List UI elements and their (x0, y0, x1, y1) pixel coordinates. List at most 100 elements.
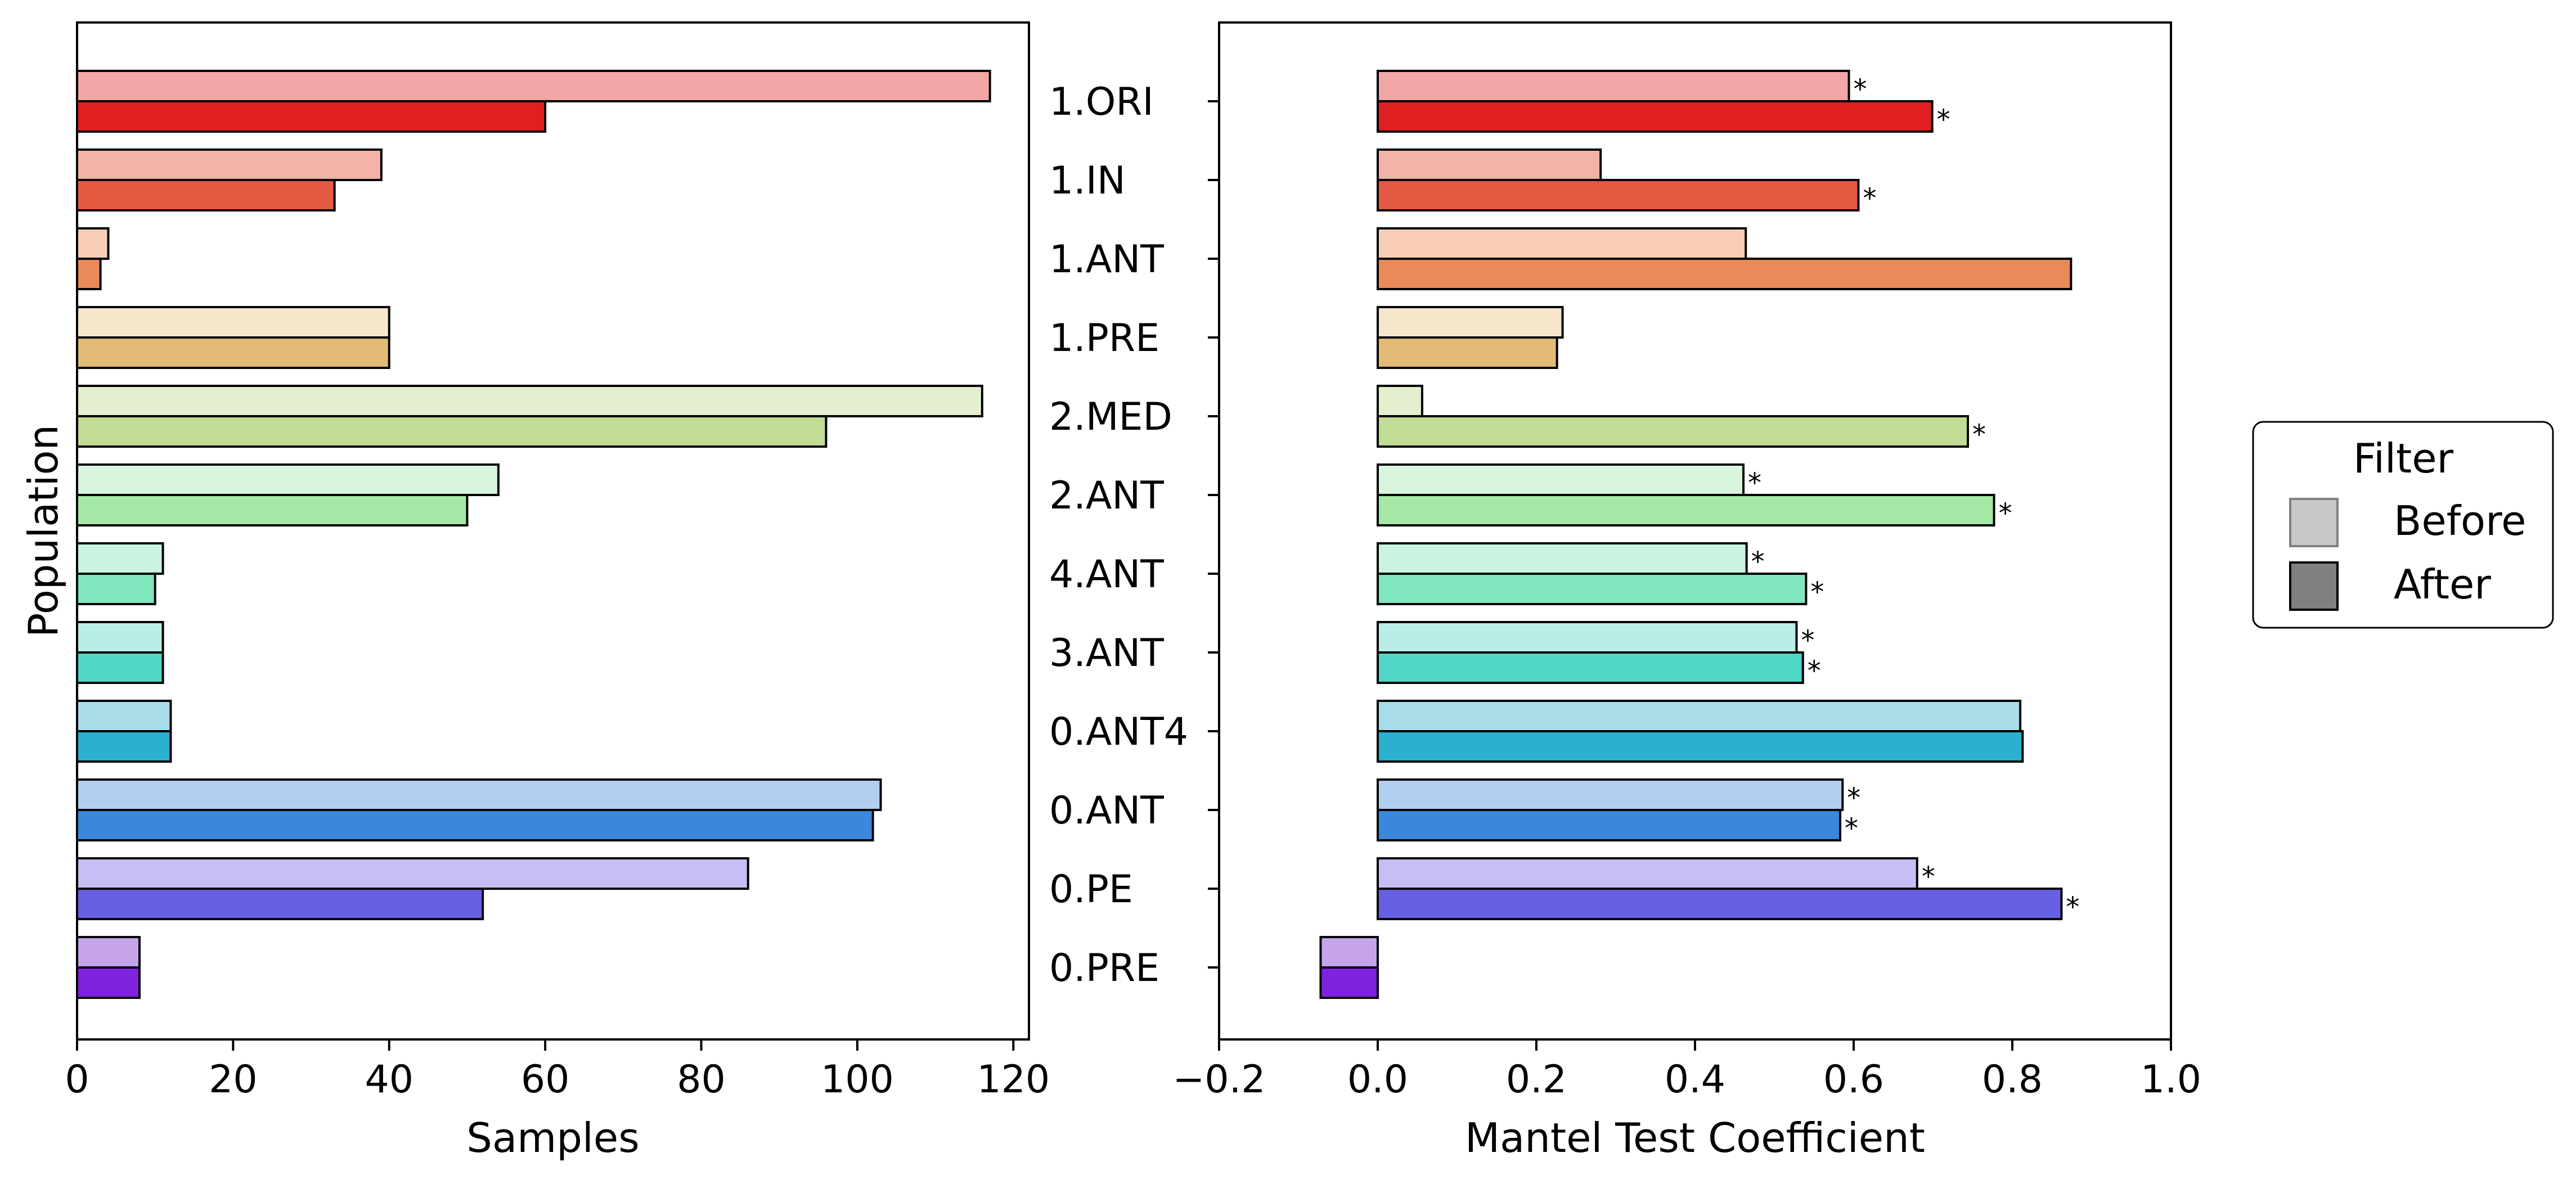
mantel-bar-after-1-ori (1377, 100, 1934, 133)
mantel-bar-before-1-ori (1377, 70, 1850, 102)
samples-bar-before-0-pe (76, 857, 749, 890)
samples-bar-after-0-pre (76, 966, 141, 999)
category-label-1-pre: 1.PRE (1049, 316, 1159, 361)
mantel-bar-before-1-in (1377, 148, 1602, 181)
mantel-x-tick-label: 0.8 (1982, 1057, 2043, 1102)
samples-bar-after-3-ant (76, 651, 164, 684)
significance-star: * (1808, 655, 1821, 687)
mantel-bar-before-0-pe (1377, 857, 1918, 890)
category-label-2-med: 2.MED (1049, 395, 1172, 439)
category-label-3-ant: 3.ANT (1049, 631, 1164, 676)
mantel-bar-before-0-ant4 (1377, 700, 2022, 732)
mantel-bar-after-3-ant (1377, 651, 1804, 684)
samples-x-tick-label: 80 (677, 1057, 726, 1102)
samples-bar-before-3-ant (76, 621, 164, 654)
samples-bar-after-1-ori (76, 100, 547, 133)
samples-bar-before-0-ant4 (76, 700, 172, 732)
legend-swatch-before (2289, 498, 2339, 547)
mantel-panel: ************** −0.2 0.0 0.2 0.4 0.6 0.8 1.0 Ma… (1172, 21, 2201, 1162)
significance-star: * (1810, 577, 1824, 608)
samples-x-tick-label: 100 (821, 1057, 894, 1102)
significance-star: * (1801, 625, 1814, 656)
legend-swatch-after (2289, 561, 2339, 611)
samples-bar-before-0-ant (76, 778, 882, 811)
legend-label-before: Before (2394, 497, 2526, 544)
category-label-2-ant: 2.ANT (1049, 474, 1164, 518)
mantel-bar-after-2-med (1377, 415, 1970, 448)
samples-bar-before-1-in (76, 148, 383, 181)
samples-bar-before-2-ant (76, 463, 500, 496)
samples-x-axis-label: Samples (466, 1114, 639, 1162)
category-labels: 1.ORI 1.IN 1.ANT 1.PRE 2.MED 2.ANT 4.ANT 3.ANT 0… (1049, 80, 1188, 991)
significance-markers: ************** (1748, 74, 2079, 923)
significance-star: * (1751, 546, 1765, 578)
significance-star: * (1847, 782, 1860, 814)
samples-x-tick-label: 40 (365, 1057, 413, 1102)
mantel-y-ticks (1208, 100, 1219, 969)
samples-bar-after-2-ant (76, 494, 469, 526)
category-label-1-ant: 1.ANT (1049, 237, 1164, 282)
significance-star: * (1999, 498, 2012, 529)
samples-x-ticks: 0 20 40 60 80 100 120 (65, 1039, 1050, 1102)
significance-star: * (1922, 861, 1935, 893)
mantel-x-tick-label: 0.6 (1823, 1057, 1884, 1102)
significance-star: * (1854, 74, 1867, 105)
mantel-bar-before-2-med (1377, 385, 1423, 417)
legend-title: Filter (2353, 435, 2454, 482)
mantel-bar-after-0-ant (1377, 809, 1842, 841)
samples-bar-after-2-med (76, 415, 828, 448)
samples-bar-after-1-pre (76, 336, 390, 369)
mantel-bar-before-0-pre (1319, 936, 1379, 969)
category-label-0-ant: 0.ANT (1049, 789, 1164, 833)
mantel-bar-after-2-ant (1377, 494, 1995, 526)
mantel-bar-before-1-pre (1377, 306, 1564, 339)
mantel-x-ticks: −0.2 0.0 0.2 0.4 0.6 0.8 1.0 (1172, 1039, 2201, 1102)
samples-plot-frame (76, 21, 1030, 1041)
category-label-0-pe: 0.PE (1049, 867, 1133, 912)
samples-bar-after-0-ant (76, 809, 874, 841)
samples-x-tick-label: 0 (65, 1057, 89, 1102)
samples-bar-after-1-ant (76, 258, 102, 290)
mantel-bar-after-1-ant (1377, 258, 2073, 290)
samples-bar-before-1-ori (76, 70, 991, 102)
samples-bar-after-1-in (76, 179, 336, 211)
mantel-bar-before-3-ant (1377, 621, 1798, 654)
mantel-x-tick-label: 0.4 (1665, 1057, 1725, 1102)
mantel-bar-before-0-ant (1377, 778, 1844, 811)
category-label-1-in: 1.IN (1049, 159, 1126, 203)
mantel-bar-before-4-ant (1377, 542, 1748, 575)
legend: Filter Before After (2252, 421, 2554, 629)
significance-star: * (2066, 892, 2079, 923)
significance-star: * (1972, 419, 1986, 451)
category-label-0-pre: 0.PRE (1049, 946, 1159, 991)
mantel-x-tick-label: 1.0 (2141, 1057, 2201, 1102)
significance-star: * (1937, 104, 1950, 136)
samples-x-tick-label: 120 (977, 1057, 1050, 1102)
category-label-1-ori: 1.ORI (1049, 80, 1154, 124)
mantel-bar-after-0-pe (1377, 888, 2063, 920)
mantel-bar-after-1-in (1377, 179, 1860, 211)
category-label-0-ant4: 0.ANT4 (1049, 710, 1188, 754)
mantel-x-tick-label: −0.2 (1172, 1057, 1265, 1102)
samples-x-tick-label: 20 (209, 1057, 258, 1102)
samples-bar-before-1-pre (76, 306, 390, 339)
mantel-bar-after-0-pre (1319, 966, 1379, 999)
significance-star: * (1748, 467, 1761, 499)
category-label-4-ant: 4.ANT (1049, 552, 1164, 597)
samples-bar-before-2-med (76, 385, 983, 417)
mantel-bar-after-1-pre (1377, 336, 1558, 369)
samples-bar-after-0-ant4 (76, 730, 172, 763)
samples-panel: 0 20 40 60 80 100 120 Samples (65, 21, 1050, 1162)
mantel-bars (1319, 70, 2073, 999)
samples-bar-after-0-pe (76, 888, 484, 920)
significance-star: * (1845, 813, 1858, 844)
samples-bar-before-1-ant (76, 227, 110, 260)
mantel-bar-before-2-ant (1377, 463, 1745, 496)
mantel-bar-after-0-ant4 (1377, 730, 2024, 763)
mantel-bar-after-4-ant (1377, 573, 1808, 605)
significance-star: * (1863, 183, 1876, 214)
samples-bar-before-4-ant (76, 542, 164, 575)
mantel-x-axis-label: Mantel Test Coefficient (1465, 1114, 1925, 1162)
samples-bar-after-4-ant (76, 573, 156, 605)
